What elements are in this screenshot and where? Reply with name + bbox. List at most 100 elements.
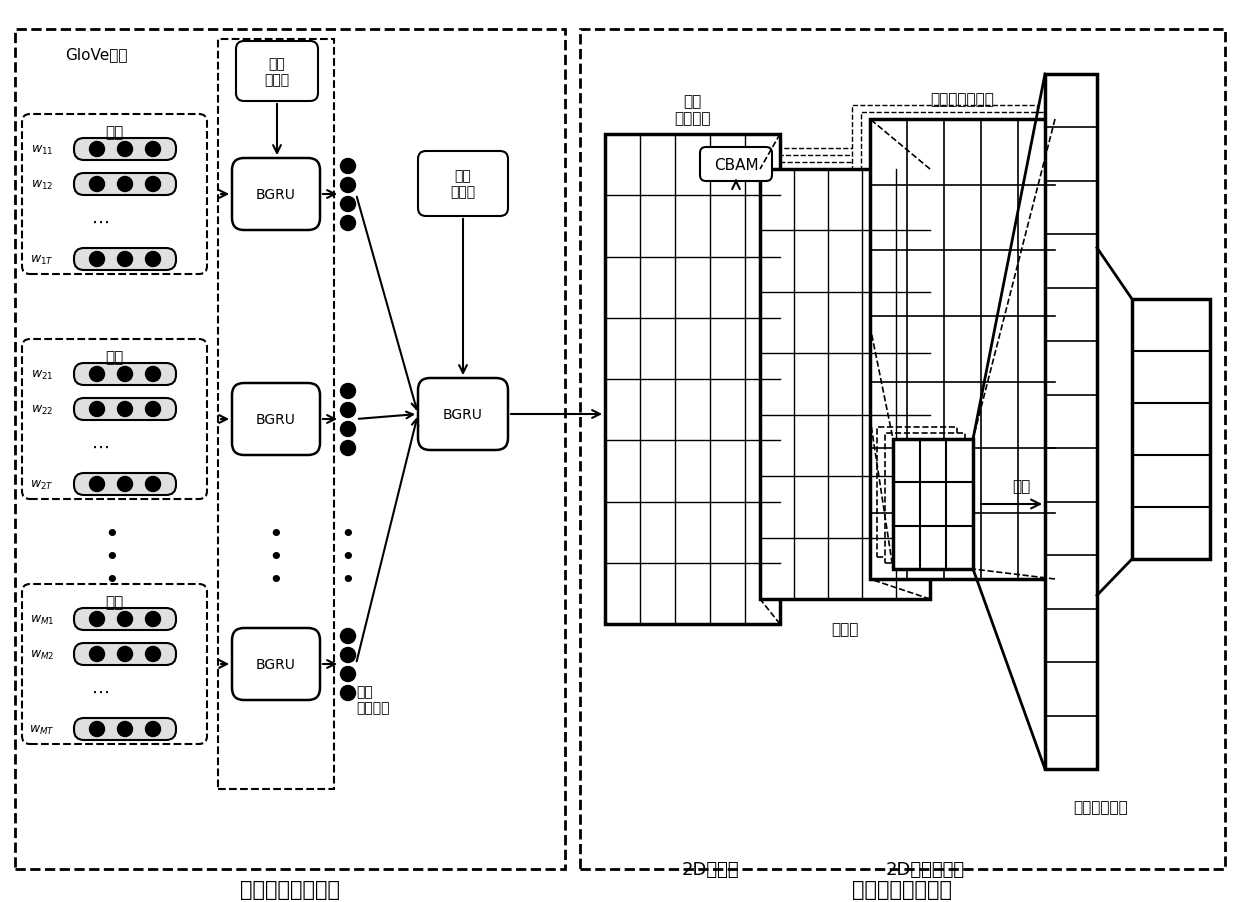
Circle shape xyxy=(341,384,356,399)
Text: 文档
矩阵表示: 文档 矩阵表示 xyxy=(675,94,711,126)
Circle shape xyxy=(145,647,160,662)
Bar xyxy=(1045,75,1097,769)
Text: 2D最大池化层: 2D最大池化层 xyxy=(885,860,965,878)
Bar xyxy=(580,30,1225,869)
Bar xyxy=(885,434,965,564)
Bar xyxy=(742,156,911,585)
Text: 句子
向量表示: 句子 向量表示 xyxy=(356,684,389,714)
Circle shape xyxy=(89,143,104,157)
Circle shape xyxy=(341,160,356,174)
Bar xyxy=(15,30,565,869)
Circle shape xyxy=(341,403,356,418)
Text: $w_{12}$: $w_{12}$ xyxy=(31,179,53,191)
Bar xyxy=(751,163,921,593)
Circle shape xyxy=(145,612,160,627)
Circle shape xyxy=(341,216,356,231)
Circle shape xyxy=(145,367,160,382)
Text: $w_{M1}$: $w_{M1}$ xyxy=(30,612,55,626)
Text: $w_{11}$: $w_{11}$ xyxy=(31,143,53,156)
Bar xyxy=(1132,299,1210,559)
Text: 文档向量表示: 文档向量表示 xyxy=(1074,799,1128,815)
FancyBboxPatch shape xyxy=(74,249,176,271)
FancyBboxPatch shape xyxy=(22,115,207,275)
FancyBboxPatch shape xyxy=(74,364,176,385)
FancyBboxPatch shape xyxy=(74,474,176,495)
Circle shape xyxy=(341,648,356,663)
Text: BGRU: BGRU xyxy=(443,408,482,421)
Bar xyxy=(218,40,334,789)
Text: •: • xyxy=(104,546,119,569)
Circle shape xyxy=(145,477,160,492)
FancyBboxPatch shape xyxy=(74,608,176,630)
Text: BGRU: BGRU xyxy=(257,412,296,427)
FancyBboxPatch shape xyxy=(22,584,207,744)
Text: 特征图: 特征图 xyxy=(831,621,858,637)
Circle shape xyxy=(118,253,133,267)
Circle shape xyxy=(145,143,160,157)
Circle shape xyxy=(341,686,356,701)
Text: $w_{1T}$: $w_{1T}$ xyxy=(30,253,53,266)
Bar xyxy=(877,428,957,557)
Circle shape xyxy=(118,477,133,492)
Text: $w_{M2}$: $w_{M2}$ xyxy=(30,648,55,661)
Circle shape xyxy=(89,367,104,382)
Circle shape xyxy=(118,178,133,192)
Circle shape xyxy=(89,178,104,192)
Circle shape xyxy=(118,402,133,417)
Circle shape xyxy=(145,402,160,417)
Text: •: • xyxy=(104,568,119,593)
FancyBboxPatch shape xyxy=(232,159,320,231)
Circle shape xyxy=(341,629,356,644)
Circle shape xyxy=(341,179,356,193)
Text: 句子: 句子 xyxy=(105,350,124,365)
Circle shape xyxy=(89,253,104,267)
Text: 字词
注意力: 字词 注意力 xyxy=(264,57,290,87)
Circle shape xyxy=(118,143,133,157)
Text: •: • xyxy=(269,546,284,569)
Text: CBAM: CBAM xyxy=(714,157,759,172)
Text: 提炼后的特征图: 提炼后的特征图 xyxy=(930,92,994,107)
Circle shape xyxy=(89,612,104,627)
Circle shape xyxy=(118,367,133,382)
Circle shape xyxy=(89,647,104,662)
Text: 文档矩阵生成阶段: 文档矩阵生成阶段 xyxy=(241,879,340,899)
Bar xyxy=(605,135,780,624)
Text: BGRU: BGRU xyxy=(257,658,296,671)
FancyBboxPatch shape xyxy=(74,139,176,161)
Text: 句子: 句子 xyxy=(105,125,124,141)
Text: 2D卷积层: 2D卷积层 xyxy=(681,860,739,878)
Bar xyxy=(861,113,1047,573)
FancyBboxPatch shape xyxy=(74,718,176,741)
Text: $\cdots$: $\cdots$ xyxy=(91,213,109,231)
Circle shape xyxy=(118,722,133,737)
Bar xyxy=(760,170,930,599)
Circle shape xyxy=(341,441,356,456)
Text: $\cdots$: $\cdots$ xyxy=(91,682,109,700)
Text: 压平: 压平 xyxy=(1012,479,1030,494)
Circle shape xyxy=(118,647,133,662)
FancyBboxPatch shape xyxy=(74,174,176,196)
Text: •: • xyxy=(341,568,356,593)
Text: 句子: 句子 xyxy=(105,594,124,610)
Circle shape xyxy=(89,477,104,492)
Text: $w_{MT}$: $w_{MT}$ xyxy=(30,723,55,736)
Text: 句子
注意力: 句子 注意力 xyxy=(450,170,476,199)
Bar xyxy=(852,106,1037,566)
FancyBboxPatch shape xyxy=(232,629,320,700)
Circle shape xyxy=(341,667,356,682)
Bar xyxy=(870,120,1055,579)
FancyBboxPatch shape xyxy=(232,383,320,456)
Circle shape xyxy=(145,178,160,192)
Circle shape xyxy=(118,612,133,627)
Text: 文档向量生成阶段: 文档向量生成阶段 xyxy=(852,879,952,899)
FancyBboxPatch shape xyxy=(22,340,207,500)
Circle shape xyxy=(145,253,160,267)
Bar xyxy=(893,439,973,569)
Text: •: • xyxy=(341,522,356,547)
Text: •: • xyxy=(104,522,119,547)
Circle shape xyxy=(145,722,160,737)
Text: •: • xyxy=(269,568,284,593)
FancyBboxPatch shape xyxy=(701,148,773,182)
FancyBboxPatch shape xyxy=(418,379,508,450)
Bar xyxy=(733,149,903,578)
